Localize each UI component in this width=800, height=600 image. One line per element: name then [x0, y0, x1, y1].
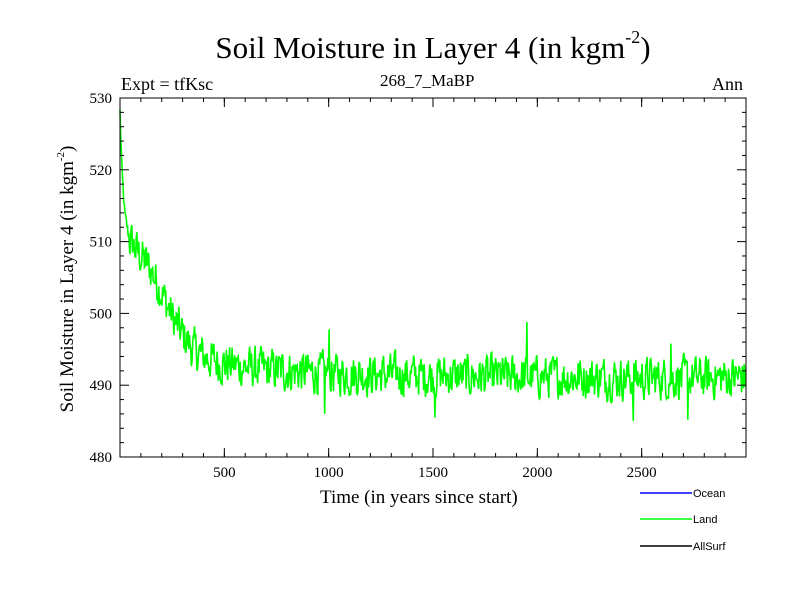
y-axis: 480 490 500 510 520 530 — [90, 91, 746, 466]
plot-area — [119, 97, 747, 458]
y-tick-label: 480 — [90, 450, 113, 466]
x-tick-label: 1500 — [418, 465, 448, 481]
legend: Ocean Land AllSurf — [640, 488, 726, 553]
x-tick-label: 1000 — [314, 465, 344, 481]
experiment-label: Expt = tfKsc — [121, 74, 214, 94]
season-label: Ann — [712, 74, 743, 94]
y-tick-label: 510 — [90, 235, 113, 251]
chart-title: Soil Moisture in Layer 4 (in kgm-2) — [215, 26, 651, 65]
legend-label-allsurf: AllSurf — [693, 541, 726, 553]
y-tick-label: 500 — [90, 306, 113, 322]
plot-frame — [119, 97, 747, 458]
legend-label-ocean: Ocean — [693, 488, 725, 500]
y-tick-label: 520 — [90, 163, 113, 179]
x-axis: 500 1000 1500 2000 2500 — [140, 98, 726, 481]
y-tick-label: 530 — [90, 91, 113, 107]
chart-subtitle: 268_7_MaBP — [380, 71, 475, 90]
x-tick-label: 2500 — [627, 465, 657, 481]
x-tick-label: 2000 — [522, 465, 552, 481]
series-line-land — [119, 109, 747, 422]
x-axis-label: Time (in years since start) — [320, 487, 518, 508]
y-tick-label: 490 — [90, 378, 113, 394]
legend-label-land: Land — [693, 514, 717, 526]
x-tick-label: 500 — [213, 465, 236, 481]
